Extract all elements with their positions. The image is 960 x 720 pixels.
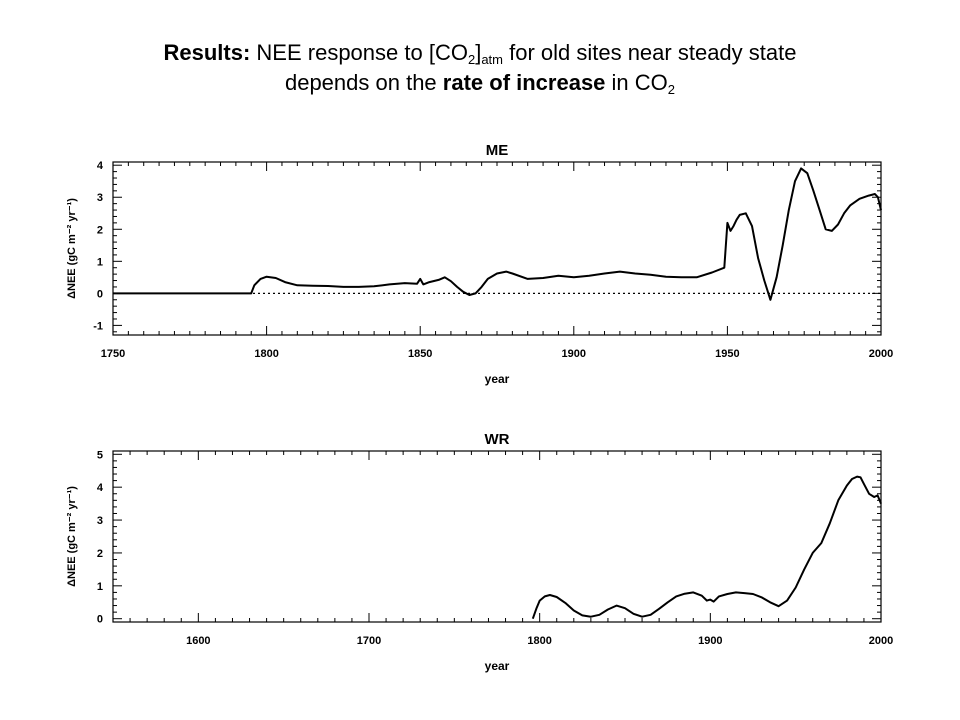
series-line-0	[113, 167, 882, 301]
title-text: in CO	[605, 70, 668, 95]
y-tick-label: 0	[97, 614, 103, 626]
y-axis-label: ΔNEE (gC m⁻² yr⁻¹)	[66, 198, 78, 299]
x-tick-label: 1700	[357, 635, 381, 647]
x-tick-label: 2000	[869, 635, 893, 647]
title-subscript: 2	[667, 82, 676, 97]
x-axis-label: year	[485, 372, 510, 386]
y-tick-label: -1	[93, 320, 103, 332]
y-tick-label: 5	[97, 449, 103, 461]
x-tick-label: 1900	[562, 348, 586, 360]
title-text: depends on the	[284, 70, 443, 95]
chart-0: ME 1750 1800 1850 1900 1950 2000 year -1 0 1 2 3 4 ΔNE…	[66, 142, 893, 386]
x-tick-label: 1800	[254, 348, 278, 360]
title-text: NEE response to [CO	[250, 40, 468, 65]
plot-frame	[112, 161, 882, 336]
x-tick-label: 1800	[527, 635, 551, 647]
x-tick-label: 1750	[101, 348, 125, 360]
title-line-2: depends on the rate of increase in CO2	[0, 68, 960, 98]
slide-title: Results: NEE response to [CO2]atm for ol…	[0, 38, 960, 98]
y-tick-label: 4	[97, 160, 104, 172]
title-line-1: Results: NEE response to [CO2]atm for ol…	[0, 38, 960, 68]
y-tick-label: 1	[97, 256, 103, 268]
x-tick-label: 1950	[715, 348, 739, 360]
plot-frame	[112, 450, 882, 623]
x-tick-label: 1900	[698, 635, 722, 647]
y-tick-label: 2	[97, 548, 103, 560]
y-tick-label: 4	[97, 482, 104, 494]
title-text: for old sites near steady state	[502, 40, 797, 65]
y-tick-label: 3	[97, 515, 103, 527]
title-text: ]	[475, 40, 482, 65]
title-bold-rate: rate of increase	[442, 70, 606, 95]
title-bold-results: Results:	[163, 40, 251, 65]
y-axis-label: ΔNEE (gC m⁻² yr⁻¹)	[66, 486, 78, 587]
y-tick-label: 0	[97, 288, 103, 300]
chart-1: WR 1600 1700 1800 1900 2000 year 0 1 2 3 4 5 ΔNEE (gC…	[66, 431, 893, 673]
y-tick-label: 3	[97, 192, 103, 204]
y-tick-label: 2	[97, 224, 103, 236]
x-tick-label: 1850	[408, 348, 432, 360]
x-axis-label: year	[485, 659, 510, 673]
title-subscript: 2	[467, 52, 476, 67]
series-line-0	[531, 475, 882, 620]
x-tick-label: 2000	[869, 348, 893, 360]
title-subscript: atm	[481, 52, 503, 67]
x-tick-label: 1600	[186, 635, 210, 647]
y-tick-label: 1	[97, 581, 103, 593]
chart-title: WR	[485, 431, 510, 448]
chart-title: ME	[486, 142, 509, 159]
